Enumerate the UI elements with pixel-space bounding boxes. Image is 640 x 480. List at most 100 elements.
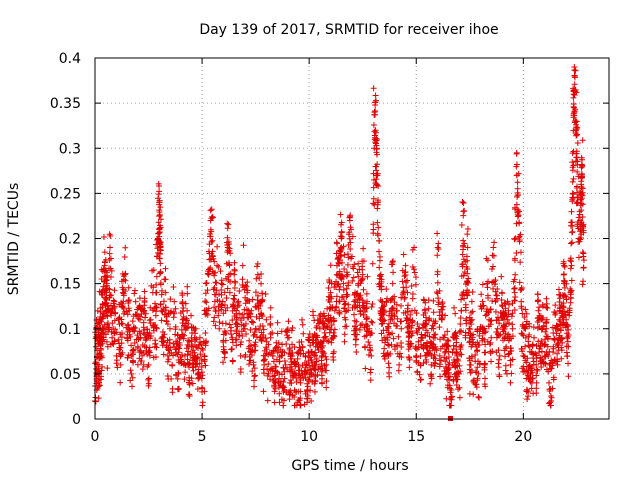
data-point: [359, 321, 366, 328]
data-point: [550, 330, 557, 337]
data-point: [370, 195, 377, 202]
data-point: [371, 128, 378, 135]
data-point: [516, 208, 523, 215]
data-point: [160, 298, 167, 305]
data-point: [145, 382, 152, 389]
data-point: [99, 363, 106, 370]
data-point: [480, 302, 487, 309]
data-point: [272, 378, 279, 385]
data-point: [308, 370, 315, 377]
data-point: [207, 217, 214, 224]
data-point: [511, 236, 518, 243]
data-point: [420, 311, 427, 318]
data-point: [151, 300, 158, 307]
data-point: [288, 361, 295, 368]
data-point: [131, 340, 138, 347]
data-point: [153, 344, 160, 351]
data-point: [434, 230, 441, 237]
data-point: [376, 272, 383, 279]
data-point: [174, 331, 181, 338]
data-point: [100, 266, 107, 273]
data-point: [486, 341, 493, 348]
data-point: [400, 289, 407, 296]
data-point: [125, 325, 132, 332]
data-point: [494, 314, 501, 321]
data-point: [147, 316, 154, 323]
data-point: [207, 207, 214, 214]
data-point: [492, 288, 499, 295]
data-point: [306, 373, 313, 380]
data-point: [272, 363, 279, 370]
x-tick-label: 10: [300, 429, 318, 445]
data-point: [576, 235, 583, 242]
data-point: [338, 229, 345, 236]
data-point: [137, 330, 144, 337]
data-point: [274, 330, 281, 337]
data-point: [546, 361, 553, 368]
data-point: [101, 262, 108, 269]
data-point: [229, 339, 236, 346]
data-point: [560, 303, 567, 310]
data-point: [352, 323, 359, 330]
data-point: [202, 298, 209, 305]
data-point: [173, 343, 180, 350]
data-point: [445, 343, 452, 350]
data-point: [231, 259, 238, 266]
data-point: [247, 313, 254, 320]
data-point: [394, 323, 401, 330]
data-point: [383, 298, 390, 305]
data-point: [357, 292, 364, 299]
data-point: [280, 388, 287, 395]
data-point: [267, 320, 274, 327]
data-point: [398, 325, 405, 332]
data-point: [257, 323, 264, 330]
data-point: [509, 310, 516, 317]
data-point: [201, 352, 208, 359]
data-point: [304, 383, 311, 390]
data-point: [416, 325, 423, 332]
data-point: [418, 341, 425, 348]
data-point: [372, 127, 379, 134]
data-point: [574, 221, 581, 228]
data-point: [578, 164, 585, 171]
data-point: [139, 366, 146, 373]
data-point: [563, 316, 570, 323]
data-point: [556, 299, 563, 306]
data-point: [143, 334, 150, 341]
data-point: [322, 333, 329, 340]
data-point: [159, 338, 166, 345]
data-point: [476, 361, 483, 368]
data-point: [415, 325, 422, 332]
data-point: [230, 295, 237, 302]
data-point: [571, 73, 578, 80]
data-point: [300, 350, 307, 357]
data-point: [211, 291, 218, 298]
data-point: [463, 253, 470, 260]
data-point: [391, 313, 398, 320]
x-tick-label: 20: [514, 429, 532, 445]
data-point: [394, 315, 401, 322]
data-point: [342, 308, 349, 315]
data-point: [434, 252, 441, 259]
data-point: [105, 324, 112, 331]
data-point: [280, 402, 287, 409]
data-point: [334, 281, 341, 288]
data-point: [568, 277, 575, 284]
y-tick-label: 0.15: [50, 277, 81, 293]
data-point: [385, 352, 392, 359]
data-point: [140, 319, 147, 326]
data-point: [456, 362, 463, 369]
data-point: [246, 337, 253, 344]
data-point: [556, 316, 563, 323]
data-point: [520, 352, 527, 359]
data-point: [338, 294, 345, 301]
data-point: [265, 370, 272, 377]
data-point: [529, 369, 536, 376]
data-point: [573, 131, 580, 138]
data-point: [474, 326, 481, 333]
data-point: [437, 336, 444, 343]
data-point: [470, 331, 477, 338]
data-point: [294, 399, 301, 406]
data-point: [153, 241, 160, 248]
data-point: [566, 305, 573, 312]
